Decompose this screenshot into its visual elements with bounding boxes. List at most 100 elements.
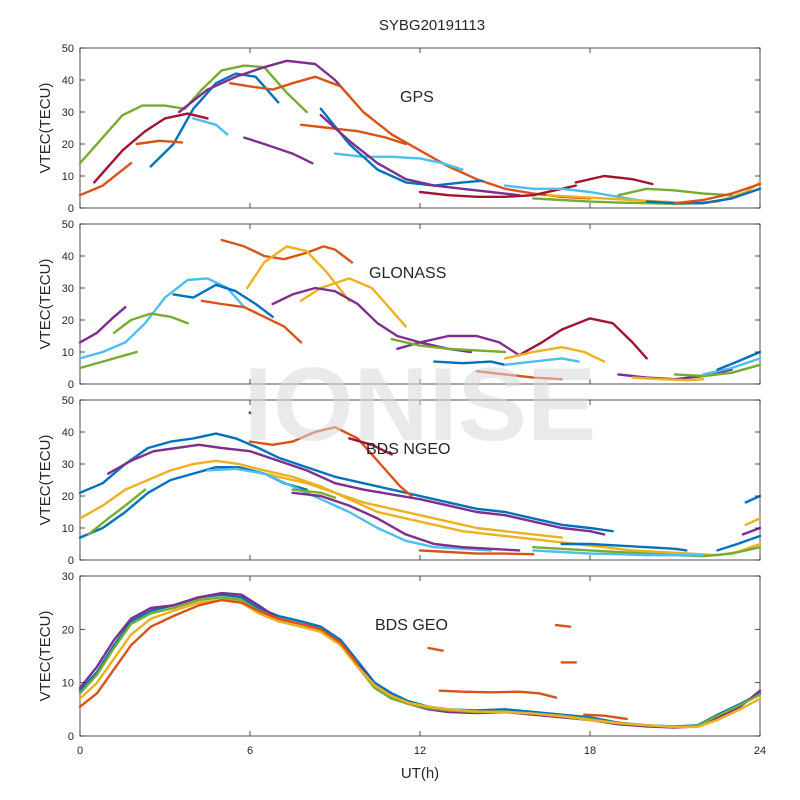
series-line-13 bbox=[560, 542, 688, 552]
series-line-18 bbox=[645, 187, 762, 205]
series-line-20 bbox=[702, 357, 762, 376]
x-tick-label: 6 bbox=[247, 745, 253, 757]
series-line-15 bbox=[532, 549, 705, 557]
series-group bbox=[78, 591, 762, 729]
series-line-3 bbox=[220, 466, 563, 539]
series-line-6 bbox=[206, 467, 492, 552]
series-line-2 bbox=[78, 459, 762, 557]
y-tick-label: 10 bbox=[62, 523, 74, 535]
series-line-2 bbox=[78, 350, 138, 370]
series-line-6 bbox=[427, 646, 444, 652]
series-group bbox=[78, 411, 762, 558]
y-tick-label: 30 bbox=[62, 459, 74, 471]
y-tick-label: 30 bbox=[62, 283, 74, 295]
y-axis-label: VTEC(TECU) bbox=[37, 435, 54, 526]
series-group bbox=[78, 59, 762, 206]
series-line-2 bbox=[177, 59, 351, 114]
series-line-7 bbox=[245, 245, 351, 302]
panel-label: BDS NGEO bbox=[366, 441, 450, 458]
subplot-1: 0 10 20 30 40 50 VTEC(TECU) GLONASS bbox=[37, 219, 762, 391]
y-tick-label: 10 bbox=[62, 171, 74, 183]
y-axis-label: VTEC(TECU) bbox=[37, 83, 54, 174]
y-tick-label: 50 bbox=[62, 395, 74, 407]
y-tick-label: 20 bbox=[62, 139, 74, 151]
series-line-14 bbox=[532, 546, 762, 558]
series-line-16 bbox=[744, 494, 762, 504]
series-line-9 bbox=[248, 426, 413, 498]
series-line-7 bbox=[291, 491, 521, 552]
axes-box bbox=[79, 399, 761, 561]
x-tick-label: 12 bbox=[414, 745, 426, 757]
series-line-3 bbox=[228, 75, 592, 200]
series-line-5 bbox=[78, 161, 133, 197]
series-line-21 bbox=[716, 350, 762, 371]
series-line-18 bbox=[631, 376, 705, 382]
series-line-5 bbox=[200, 299, 303, 344]
panel-label: GLONASS bbox=[369, 265, 446, 282]
series-line-12 bbox=[319, 113, 521, 197]
series-group bbox=[78, 238, 762, 382]
x-axis-label: UT(h) bbox=[401, 765, 439, 782]
y-tick-label: 30 bbox=[62, 107, 74, 119]
y-tick-label: 0 bbox=[68, 731, 74, 743]
panel-label: GPS bbox=[400, 89, 434, 106]
y-tick-label: 10 bbox=[62, 678, 74, 690]
subplot-2: 0 10 20 30 40 50 VTEC(TECU) BDS NGEO bbox=[37, 395, 762, 567]
series-line-7 bbox=[135, 139, 184, 146]
y-axis-label: VTEC(TECU) bbox=[37, 611, 54, 702]
series-line-4 bbox=[92, 112, 209, 184]
series-line-9 bbox=[583, 713, 628, 721]
series-line-0 bbox=[78, 306, 127, 344]
watermark: IONISE bbox=[244, 347, 597, 463]
y-tick-label: 0 bbox=[68, 379, 74, 391]
series-line-15 bbox=[503, 357, 580, 366]
series-line-19 bbox=[673, 363, 762, 378]
panel-label: BDS GEO bbox=[375, 617, 448, 634]
series-line-19 bbox=[617, 187, 733, 197]
y-tick-label: 20 bbox=[62, 491, 74, 503]
series-line-6 bbox=[192, 117, 229, 136]
subplot-0: 0 10 20 30 40 50 VTEC(TECU) GPS bbox=[37, 43, 762, 215]
y-tick-label: 50 bbox=[62, 219, 74, 231]
y-tick-label: 50 bbox=[62, 43, 74, 55]
y-tick-label: 40 bbox=[62, 251, 74, 263]
y-tick-label: 20 bbox=[62, 624, 74, 636]
series-line-0 bbox=[78, 64, 308, 165]
series-line-8 bbox=[243, 136, 314, 165]
y-tick-label: 20 bbox=[62, 315, 74, 327]
series-line-20 bbox=[673, 182, 762, 205]
series-line-9 bbox=[271, 286, 473, 354]
series-line-0 bbox=[78, 432, 614, 533]
x-tick-label: 24 bbox=[754, 745, 766, 757]
series-line-17 bbox=[716, 534, 762, 552]
series-line-8 bbox=[554, 623, 572, 628]
series-line-14 bbox=[503, 184, 648, 203]
subplots-group: 0 10 20 30 40 50 VTEC(TECU) GPS 0 10 20 30 40 50 VTEC(… bbox=[37, 43, 766, 757]
axes-box bbox=[79, 575, 761, 737]
series-line-4 bbox=[172, 283, 274, 318]
series-line-13 bbox=[518, 317, 648, 360]
series-line-12 bbox=[433, 360, 507, 366]
series-line-4 bbox=[78, 598, 359, 708]
y-tick-label: 30 bbox=[62, 571, 74, 583]
series-line-1 bbox=[107, 443, 606, 536]
series-line-12 bbox=[418, 549, 535, 556]
series-line-3 bbox=[78, 598, 762, 729]
series-line-8 bbox=[299, 277, 407, 328]
series-line-9 bbox=[299, 123, 407, 146]
series-line-3 bbox=[112, 312, 189, 334]
y-tick-label: 40 bbox=[62, 75, 74, 87]
series-line-5 bbox=[87, 488, 147, 536]
series-point bbox=[248, 411, 252, 415]
figure-title: SYBG20191113 bbox=[379, 17, 485, 34]
series-line-14 bbox=[503, 346, 606, 363]
series-line-11 bbox=[390, 338, 507, 354]
series-line-10 bbox=[333, 152, 464, 171]
series-line-11 bbox=[319, 107, 484, 187]
series-line-16 bbox=[475, 370, 563, 381]
y-axis-label: VTEC(TECU) bbox=[37, 259, 54, 350]
subplot-3: 0 10 20 30 0 6 12 18 24 VTEC(TECU) BDS GEO bbox=[37, 571, 766, 757]
series-line-8 bbox=[291, 488, 337, 499]
series-line-19 bbox=[741, 526, 762, 536]
